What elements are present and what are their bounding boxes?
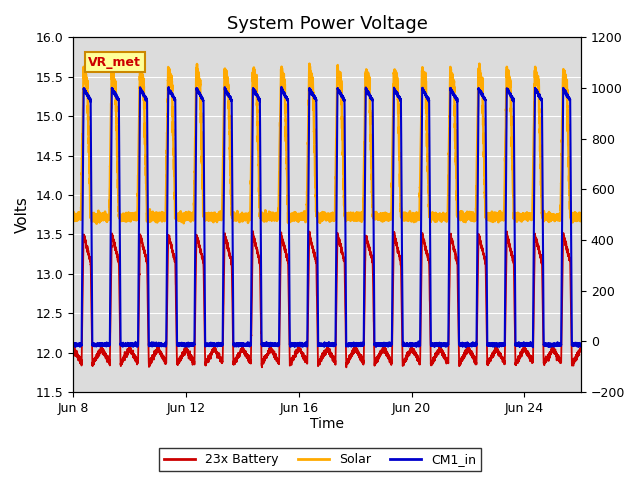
Line: CM1_in: CM1_in: [73, 87, 581, 348]
Solar: [550, 213, 557, 219]
23x Battery: [577, 346, 585, 352]
23x Battery: [342, 364, 350, 370]
23x Battery: [69, 347, 77, 353]
Text: VR_met: VR_met: [88, 56, 141, 69]
CM1_in: [242, 341, 250, 347]
CM1_in: [550, 341, 557, 347]
Solar: [242, 215, 250, 220]
Solar: [93, 221, 100, 227]
Line: 23x Battery: 23x Battery: [73, 231, 581, 367]
23x Battery: [550, 346, 557, 352]
CM1_in: [462, 345, 470, 350]
CM1_in: [455, 290, 463, 296]
X-axis label: Time: Time: [310, 418, 344, 432]
23x Battery: [310, 248, 317, 254]
23x Battery: [556, 357, 563, 363]
Solar: [69, 216, 77, 222]
Title: System Power Voltage: System Power Voltage: [227, 15, 428, 33]
Solar: [577, 216, 585, 222]
CM1_in: [556, 341, 563, 347]
23x Battery: [242, 349, 250, 355]
CM1_in: [278, 84, 285, 90]
Y-axis label: Volts: Volts: [15, 196, 30, 233]
Solar: [310, 98, 317, 104]
CM1_in: [440, 341, 448, 347]
Solar: [455, 215, 463, 220]
Legend: 23x Battery, Solar, CM1_in: 23x Battery, Solar, CM1_in: [159, 448, 481, 471]
CM1_in: [577, 343, 585, 349]
23x Battery: [249, 228, 257, 234]
CM1_in: [310, 93, 317, 98]
Line: Solar: Solar: [73, 64, 581, 224]
Solar: [476, 61, 483, 67]
Solar: [440, 217, 448, 223]
23x Battery: [440, 352, 448, 358]
Solar: [556, 211, 563, 216]
CM1_in: [69, 343, 77, 348]
23x Battery: [455, 346, 463, 351]
